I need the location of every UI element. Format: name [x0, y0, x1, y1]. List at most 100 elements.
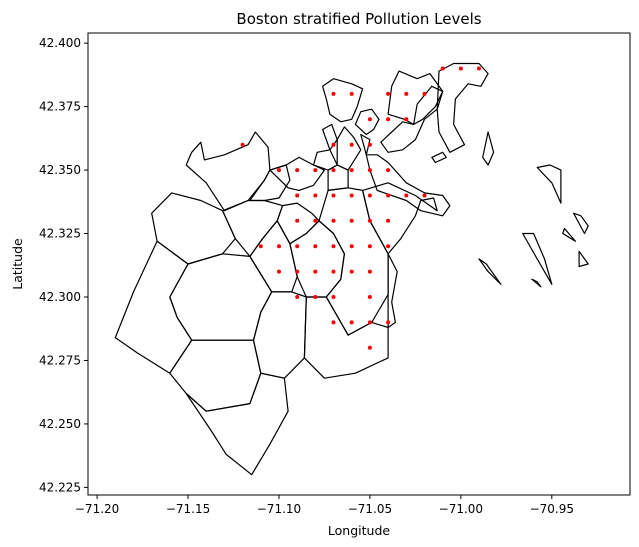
neighborhood-boundary	[531, 278, 542, 288]
neighborhood-boundary	[322, 123, 338, 151]
neighborhood-boundary	[536, 164, 562, 204]
pollution-point	[331, 142, 336, 147]
pollution-points	[240, 66, 481, 350]
neighborhood-boundary	[222, 199, 284, 257]
pollution-point	[386, 320, 391, 325]
pollution-point	[422, 193, 427, 198]
x-tick-label: −71.10	[257, 502, 301, 516]
pollution-point	[349, 91, 354, 96]
pollution-point	[331, 320, 336, 325]
pollution-point	[295, 295, 300, 299]
neighborhood-boundary	[360, 133, 371, 156]
pollution-point	[386, 117, 391, 122]
pollution-point	[367, 269, 372, 274]
plot-frame	[87, 32, 631, 496]
pollution-point	[458, 66, 463, 71]
pollution-point	[331, 91, 336, 96]
x-tick-label: −71.05	[348, 502, 392, 516]
pollution-point	[313, 218, 318, 223]
pollution-point	[313, 193, 318, 198]
neighborhood-boundary	[431, 151, 447, 164]
pollution-point	[404, 91, 409, 96]
pollution-point	[313, 295, 318, 299]
x-tick-label: −71.20	[75, 502, 119, 516]
pollution-point	[386, 91, 391, 96]
pollution-point	[386, 218, 391, 223]
neighborhood-boundary	[387, 70, 444, 126]
y-tick-label: 42.350	[39, 163, 81, 177]
y-tick-label: 42.400	[39, 36, 81, 50]
neighborhood-boundary	[185, 131, 271, 212]
pollution-point	[295, 193, 300, 198]
neighborhood-boundary	[303, 296, 389, 379]
pollution-point	[386, 193, 391, 198]
neighborhood-boundary	[269, 156, 325, 191]
pollution-point	[313, 269, 318, 274]
pollution-point	[477, 66, 481, 71]
neighborhood-boundary	[336, 126, 362, 171]
pollution-point	[277, 168, 281, 173]
pollution-point	[367, 193, 372, 198]
pollution-point	[422, 91, 427, 96]
neighborhood-boundary	[249, 220, 298, 293]
pollution-point	[367, 142, 372, 147]
pollution-point	[331, 295, 336, 299]
pollution-point	[349, 244, 354, 249]
neighborhood-boundary	[114, 240, 193, 374]
pollution-point	[331, 218, 336, 223]
pollution-point	[295, 244, 300, 249]
pollution-point	[277, 244, 281, 249]
y-axis-label: Latitude	[10, 238, 25, 290]
neighborhood-boundary	[169, 339, 262, 412]
chart-title: Boston stratified Pollution Levels	[236, 10, 481, 28]
y-tick-label: 42.250	[39, 417, 81, 431]
x-tick-label: −71.00	[439, 502, 483, 516]
neighborhood-boundary	[312, 149, 338, 171]
neighborhood-boundary	[578, 250, 589, 268]
x-axis-ticks: −71.20 −71.15 −71.10 −71.05 −71.00 −70.95	[75, 495, 574, 516]
neighborhood-boundary	[249, 164, 291, 202]
pollution-point	[331, 168, 336, 173]
pollution-point	[349, 218, 354, 223]
pollution-point	[349, 320, 354, 325]
pollution-point	[331, 269, 336, 274]
neighborhood-boundary	[276, 202, 320, 245]
pollution-point	[349, 168, 354, 173]
y-axis-ticks: 42.225 42.250 42.275 42.300 42.325 42.350 42.3…	[39, 36, 88, 494]
x-tick-label: −71.15	[166, 502, 210, 516]
pollution-point	[295, 269, 300, 274]
pollution-point	[367, 218, 372, 223]
neighborhood-boundaries	[114, 62, 589, 476]
y-tick-label: 42.375	[39, 100, 81, 114]
neighborhood-boundary	[522, 232, 553, 285]
neighborhood-boundary	[169, 253, 273, 341]
neighborhood-boundary	[562, 227, 577, 242]
neighborhood-boundary	[365, 154, 451, 217]
pollution-point	[404, 193, 409, 198]
neighborhood-boundary	[322, 78, 364, 123]
pollution-point	[404, 117, 409, 122]
pollution-point	[367, 117, 372, 122]
pollution-point	[349, 142, 354, 147]
neighborhood-boundary	[478, 258, 502, 285]
pollution-point	[367, 345, 372, 350]
pollution-point	[367, 244, 372, 249]
pollution-point	[313, 244, 318, 249]
neighborhood-boundary	[354, 108, 380, 136]
y-tick-label: 42.300	[39, 290, 81, 304]
neighborhood-boundary	[318, 187, 389, 336]
y-tick-label: 42.325	[39, 227, 81, 241]
pollution-point	[240, 142, 245, 147]
neighborhood-boundary	[185, 372, 289, 476]
neighborhood-boundary	[362, 182, 438, 255]
pollution-point	[386, 244, 391, 249]
pollution-point	[367, 168, 372, 173]
pollution-point	[331, 244, 336, 249]
pollution-point	[367, 320, 372, 325]
pollution-point	[386, 168, 391, 173]
x-tick-label: −70.95	[530, 502, 574, 516]
neighborhood-boundary	[436, 62, 489, 153]
pollution-point	[313, 168, 318, 173]
pollution-point	[295, 218, 300, 223]
